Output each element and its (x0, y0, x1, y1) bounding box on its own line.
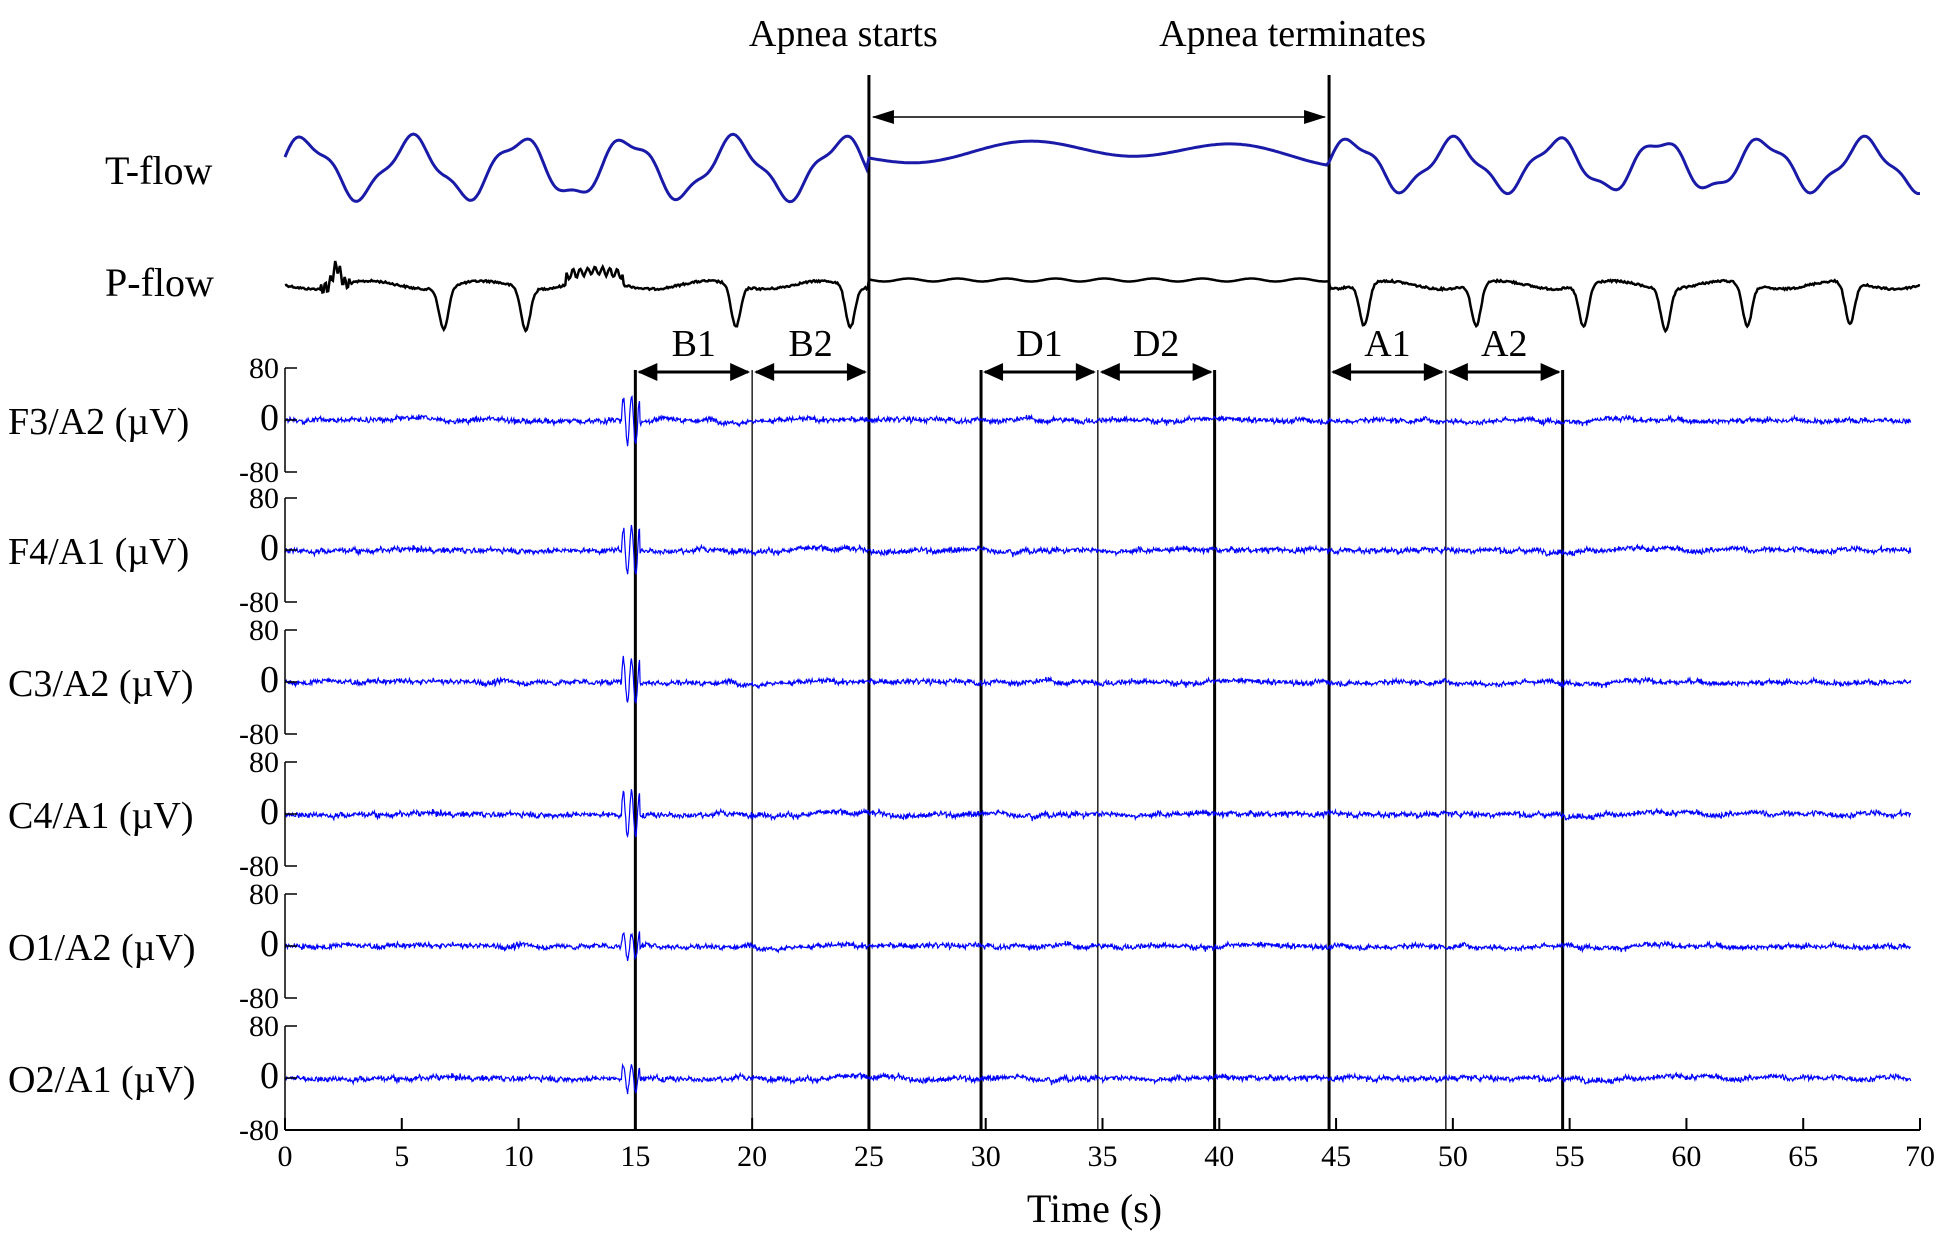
x-tick-label: 45 (1321, 1140, 1351, 1173)
y-tick-label: -80 (239, 718, 279, 751)
segment-label: B1 (672, 323, 716, 365)
arrow-head (871, 110, 894, 124)
eeg-channel-label: F4/A1 (µV) (8, 531, 189, 573)
arrow-head (1099, 363, 1120, 381)
eeg-trace (284, 395, 1912, 447)
x-tick-label: 70 (1905, 1140, 1935, 1173)
arrow-head (1192, 363, 1213, 381)
y-tick-label: 80 (249, 352, 279, 385)
x-tick-label: 30 (971, 1140, 1001, 1173)
y-tick-label: 0 (260, 1055, 279, 1097)
arrow-head (730, 363, 751, 381)
x-tick-label: 25 (854, 1140, 884, 1173)
x-tick-label: 15 (620, 1140, 650, 1173)
eeg-trace (284, 789, 1912, 838)
segment-label: A2 (1481, 323, 1527, 365)
arrow-head (1423, 363, 1444, 381)
x-tick-label: 5 (394, 1140, 409, 1173)
x-tick-label: 55 (1555, 1140, 1585, 1173)
eeg-channel-label: O2/A1 (µV) (8, 1059, 196, 1101)
arrow-head (1075, 363, 1096, 381)
arrow-head (983, 363, 1004, 381)
channel-labels: T-flow P-flow F3/A2 (µV) F4/A1 (µV) C3/A2 (µ… (8, 148, 214, 1101)
x-tick-label: 40 (1204, 1140, 1234, 1173)
eeg-trace (284, 524, 1912, 575)
eeg-channel-label: O1/A2 (µV) (8, 927, 196, 969)
y-tick-label: 80 (249, 614, 279, 647)
eeg-channel-label: C3/A2 (µV) (8, 663, 194, 705)
y-tick-label: 0 (260, 659, 279, 701)
y-tick-label: -80 (239, 456, 279, 489)
y-tick-label: 80 (249, 482, 279, 515)
eeg-trace (284, 1062, 1912, 1095)
y-tick-label: 0 (260, 923, 279, 965)
t-flow-label: T-flow (105, 148, 213, 193)
arrow-head (1540, 363, 1561, 381)
y-tick-label: -80 (239, 586, 279, 619)
x-tick-label: 35 (1088, 1140, 1118, 1173)
y-tick-label: 0 (260, 791, 279, 833)
y-tick-label: -80 (239, 850, 279, 883)
segment-label: D1 (1016, 323, 1062, 365)
segment-label: B2 (788, 323, 832, 365)
eeg-trace (284, 655, 1912, 705)
y-tick-label: -80 (239, 1114, 279, 1147)
p-flow-label: P-flow (105, 260, 214, 305)
eeg-trace (284, 931, 1912, 962)
y-tick-label: -80 (239, 982, 279, 1015)
segment-label: A1 (1364, 323, 1410, 365)
y-tick-label: 0 (260, 527, 279, 569)
x-axis-title: Time (s) (1027, 1186, 1162, 1231)
t-flow-line (283, 132, 1921, 204)
x-tick-label: 0 (278, 1140, 293, 1173)
eeg-channel-label: C4/A1 (µV) (8, 795, 194, 837)
x-tick-label: 10 (504, 1140, 534, 1173)
eeg-traces (284, 395, 1912, 1095)
x-tick-label: 65 (1788, 1140, 1818, 1173)
arrow-head (637, 363, 658, 381)
segment-markers: B1 B2 D1 D2 A1 A2 (637, 323, 1561, 381)
arrow-head (1304, 110, 1327, 124)
y-tick-label: 0 (260, 397, 279, 439)
eeg-channel-label: F3/A2 (µV) (8, 401, 189, 443)
arrow-head (1331, 363, 1352, 381)
event-lines: Apnea starts Apnea terminates (633, 13, 1565, 1130)
y-tick-label: 80 (249, 1010, 279, 1043)
arrow-head (754, 363, 775, 381)
p-flow-line (284, 260, 1921, 334)
arrow-head (846, 363, 867, 381)
x-tick-label: 20 (737, 1140, 767, 1173)
arrow-head (1447, 363, 1468, 381)
y-tick-label: 80 (249, 746, 279, 779)
y-tick-label: 80 (249, 878, 279, 911)
x-tick-label: 50 (1438, 1140, 1468, 1173)
flow-traces (283, 132, 1921, 334)
segment-label: D2 (1133, 323, 1179, 365)
event-label: Apnea terminates (1159, 13, 1426, 55)
x-tick-label: 60 (1671, 1140, 1701, 1173)
event-label: Apnea starts (749, 13, 938, 55)
x-axis: 0 5 10 15 20 25 30 35 40 45 50 55 60 65 70 Time (s) (278, 1118, 1935, 1231)
